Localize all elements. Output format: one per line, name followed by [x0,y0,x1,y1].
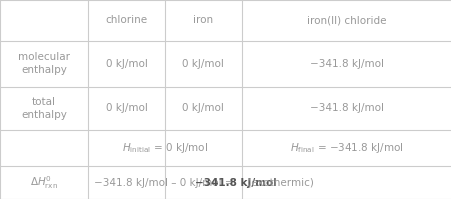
Text: iron(II) chloride: iron(II) chloride [307,15,386,25]
Text: −341.8 kJ/mol: −341.8 kJ/mol [309,59,383,69]
Text: $\Delta H^0_\mathrm{rxn}$: $\Delta H^0_\mathrm{rxn}$ [30,174,58,191]
Text: 0 kJ/mol: 0 kJ/mol [106,103,147,113]
Text: 0 kJ/mol: 0 kJ/mol [106,59,147,69]
Text: $H_\mathrm{initial}$ = 0 kJ/mol: $H_\mathrm{initial}$ = 0 kJ/mol [122,141,207,155]
Text: −341.8 kJ/mol: −341.8 kJ/mol [194,178,276,188]
Text: −341.8 kJ/mol: −341.8 kJ/mol [309,103,383,113]
Text: (exothermic): (exothermic) [243,178,313,188]
Text: total
enthalpy: total enthalpy [21,97,67,120]
Text: 0 kJ/mol: 0 kJ/mol [182,103,224,113]
Text: iron: iron [193,15,213,25]
Text: $H_\mathrm{final}$ = −341.8 kJ/mol: $H_\mathrm{final}$ = −341.8 kJ/mol [290,141,403,155]
Text: molecular
enthalpy: molecular enthalpy [18,52,70,75]
Text: 0 kJ/mol: 0 kJ/mol [182,59,224,69]
Text: chlorine: chlorine [105,15,147,25]
Text: −341.8 kJ/mol – 0 kJ/mol =: −341.8 kJ/mol – 0 kJ/mol = [93,178,236,188]
